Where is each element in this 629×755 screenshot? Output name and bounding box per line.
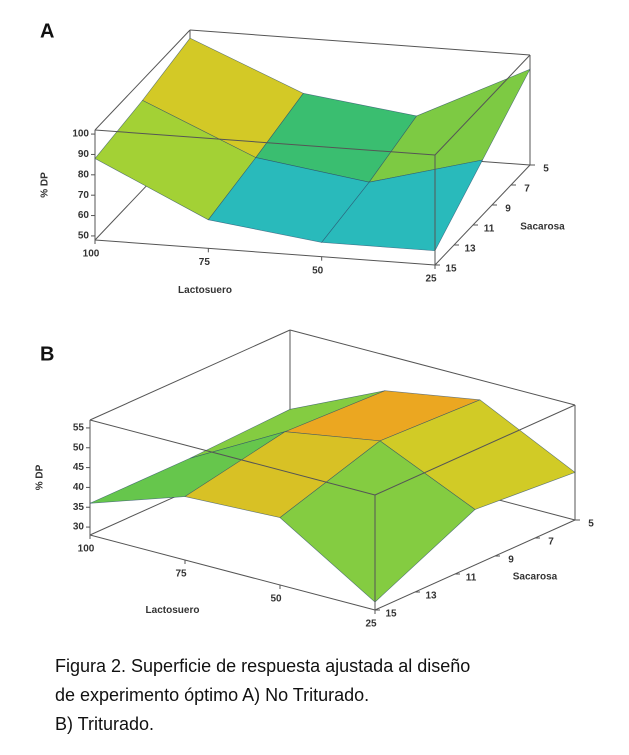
box-edge xyxy=(89,419,376,496)
z-tick-label: 30 xyxy=(73,522,85,533)
box-edge xyxy=(94,29,191,131)
z-tick-label: 35 xyxy=(73,502,85,513)
y-tick-label: 15 xyxy=(385,609,397,620)
z-tick-label: 40 xyxy=(73,482,85,493)
box-edge xyxy=(374,404,576,496)
box-edge xyxy=(94,129,436,156)
box-edge xyxy=(89,534,376,611)
z-tick-label: 50 xyxy=(78,231,90,242)
caption-line: Figura 2. Superficie de respuesta ajusta… xyxy=(55,656,470,676)
y-tick-label: 11 xyxy=(484,224,495,235)
y-axis-title: Sacarosa xyxy=(513,572,558,583)
panel-label: A xyxy=(40,20,54,42)
y-tick-label: 13 xyxy=(464,244,476,255)
z-tick-label: 90 xyxy=(78,149,90,160)
caption-line: de experimento óptimo A) No Triturado. xyxy=(55,685,369,705)
z-tick-label: 80 xyxy=(78,169,90,180)
z-tick-label: 70 xyxy=(78,190,90,201)
x-tick-label: 75 xyxy=(199,257,211,268)
y-tick-label: 7 xyxy=(548,537,554,548)
x-tick-label: 50 xyxy=(270,594,282,605)
y-tick-label: 5 xyxy=(588,519,594,530)
box-edge xyxy=(89,329,291,421)
z-tick-label: 100 xyxy=(72,129,89,140)
box-edge xyxy=(434,54,531,156)
z-tick-label: 60 xyxy=(78,210,90,221)
box-edge xyxy=(289,329,576,406)
box-edge xyxy=(374,519,576,611)
x-tick-label: 100 xyxy=(78,544,95,555)
y-tick-label: 15 xyxy=(445,264,457,275)
y-tick-label: 13 xyxy=(425,591,437,602)
x-tick-label: 25 xyxy=(365,619,377,630)
x-axis-title: Lactosuero xyxy=(178,285,232,296)
box-edge xyxy=(434,164,531,266)
y-tick-label: 5 xyxy=(543,164,549,175)
z-tick-label: 45 xyxy=(73,462,85,473)
y-tick-label: 9 xyxy=(505,204,511,215)
y-tick-label: 7 xyxy=(524,184,530,195)
z-tick-label: 55 xyxy=(73,423,85,434)
caption-line: B) Triturado. xyxy=(55,714,154,734)
z-tick-label: 50 xyxy=(73,442,85,453)
x-tick-label: 25 xyxy=(425,274,437,285)
z-axis-title: % DP xyxy=(35,464,46,490)
x-tick-label: 50 xyxy=(312,265,324,276)
z-axis-title: % DP xyxy=(40,172,51,198)
panel-label: B xyxy=(40,343,54,365)
y-tick-label: 9 xyxy=(508,555,514,566)
box-edge xyxy=(94,239,436,266)
x-tick-label: 75 xyxy=(175,569,187,580)
y-axis-title: Sacarosa xyxy=(520,222,565,233)
box-edge xyxy=(189,29,531,56)
y-tick-label: 11 xyxy=(466,573,477,584)
x-axis-title: Lactosuero xyxy=(146,605,200,616)
x-tick-label: 100 xyxy=(83,249,100,260)
